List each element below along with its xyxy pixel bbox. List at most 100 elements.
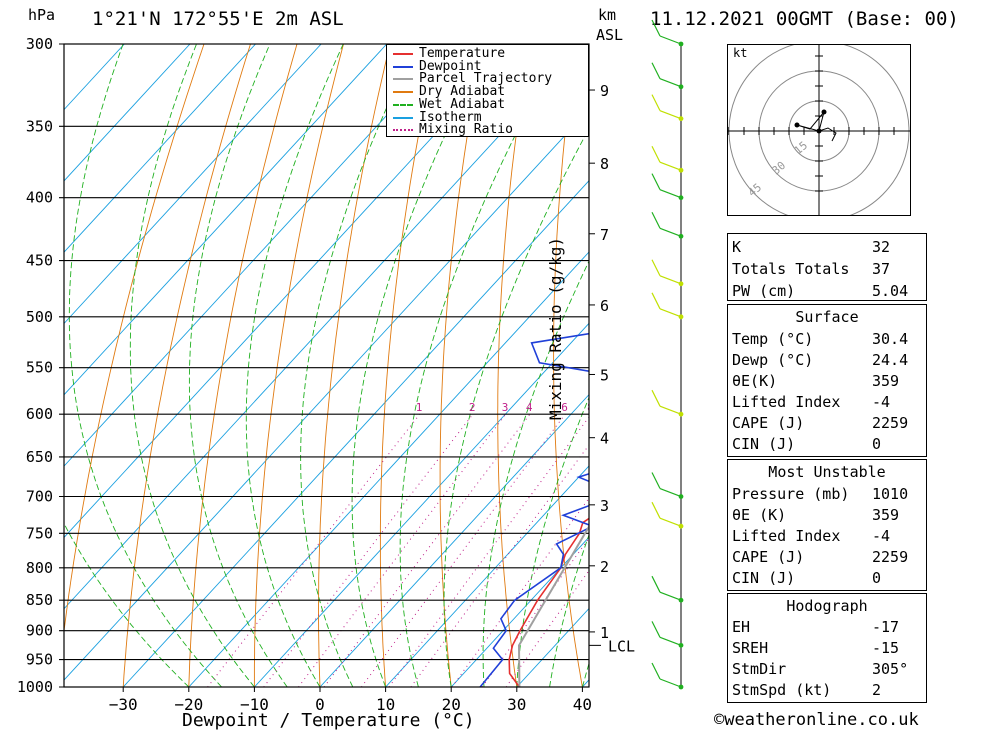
legend-swatch (393, 129, 413, 132)
wind-barb-flag (651, 621, 661, 638)
wind-barb (659, 678, 682, 688)
pressure-tick-label: 750 (26, 524, 53, 542)
dry-adiabat-line (188, 44, 298, 687)
x-tick-label: 10 (376, 695, 395, 714)
dry-adiabat-line (318, 44, 391, 687)
isotherm-line (64, 44, 453, 467)
wind-barb-dot (678, 411, 684, 417)
km-tick-label: 6 (600, 297, 609, 315)
wind-barb-dot (678, 195, 684, 201)
wind-barb-flag (651, 62, 661, 80)
km-tick-label: 1 (600, 624, 609, 642)
surface-row-temp: Temp (°C) 30.4 (732, 330, 909, 348)
mixing-ratio-line (388, 416, 589, 687)
hodo-ring-label-30: 30 (770, 159, 789, 177)
wind-barb-flag (651, 575, 661, 593)
wind-barb-dot (678, 684, 684, 690)
legend-swatch (393, 53, 413, 55)
index-row-k: K 32 (732, 238, 891, 256)
wind-barb (659, 405, 682, 415)
pressure-tick-label: 350 (26, 117, 53, 135)
dry-adiabat-line (948, 44, 1000, 687)
surface-row-cin: CIN (J) 0 (732, 435, 882, 453)
wind-barb-dot (678, 494, 684, 499)
wind-barb (659, 35, 682, 45)
copyright-link[interactable]: ©weatheronline.co.uk (714, 710, 919, 730)
isotherm-line (319, 393, 589, 687)
wind-barb (659, 78, 682, 88)
dry-adiabat-line (995, 44, 1000, 687)
x-tick-label: 30 (507, 695, 526, 714)
pressure-tick-label: 300 (26, 35, 53, 53)
unstable-row-cape: CAPE (J) 2259 (732, 548, 909, 566)
pressure-tick-label: 500 (26, 308, 53, 326)
legend-label: Mixing Ratio (419, 122, 513, 138)
wind-barb-flag (651, 259, 661, 277)
lcl-label: LCL (608, 637, 635, 655)
legend-label: Wet Adiabat (419, 96, 506, 112)
dewpoint-line (479, 332, 589, 687)
wind-barb (659, 161, 682, 171)
km-unit-label: km (598, 6, 617, 24)
mixing-ratio-label: 2 (469, 401, 476, 414)
wind-barb-flag (651, 173, 661, 190)
dry-adiabat-line (439, 44, 484, 687)
hodo-row-stmdir: StmDir 305° (732, 660, 909, 678)
pressure-tick-label: 450 (26, 252, 53, 270)
wet-adiabat-line (129, 44, 255, 687)
km-tick-label: 4 (600, 430, 609, 448)
mixing-ratio-line (323, 413, 531, 687)
x-tick-label: −10 (240, 695, 269, 714)
mixing-ratio-label: 4 (526, 401, 533, 414)
mixing-ratio-line (451, 497, 589, 687)
wind-barb (659, 275, 682, 285)
isotherm-line (64, 108, 589, 681)
pressure-tick-label: 550 (26, 359, 53, 377)
pressure-tick-label: 650 (26, 448, 53, 466)
x-tick-label: 40 (573, 695, 592, 714)
legend-label: Temperature (419, 46, 506, 61)
surface-row-li: Lifted Index -4 (732, 393, 891, 411)
pressure-tick-label: 850 (26, 591, 53, 609)
legend-label: Dry Adiabat (419, 84, 506, 100)
legend: Temperature Dewpoint Parcel Trajectory Dry … (386, 44, 589, 137)
km-tick-label: 9 (600, 82, 609, 100)
index-row-pw: PW (cm) 5.04 (732, 282, 909, 300)
unstable-title: Most Unstable (768, 463, 886, 481)
mixing-ratio-line (410, 444, 589, 687)
wind-barb-flag (651, 501, 661, 519)
isotherm-line (254, 322, 589, 687)
wind-barb-dot (678, 281, 684, 287)
hodo-ring-label-45: 45 (746, 181, 765, 199)
wind-barb (659, 487, 682, 498)
mixing-ratio-line (481, 537, 589, 687)
x-tick-label: −20 (174, 695, 203, 714)
legend-item: Mixing Ratio (391, 123, 587, 136)
mixing-ratio-label: 3 (502, 401, 509, 414)
wet-adiabat-line (68, 44, 222, 687)
wind-barb (659, 110, 682, 120)
legend-item: Temperature (391, 47, 587, 60)
wet-adiabat-line (300, 44, 418, 687)
wind-barb-dot (678, 84, 684, 90)
wet-adiabat-line (399, 44, 564, 687)
surface-title: Surface (795, 308, 859, 326)
wind-barb-dot (678, 41, 684, 47)
index-row-tt: Totals Totals 37 (732, 260, 891, 278)
hodo-row-eh: EH -17 (732, 618, 900, 636)
legend-label: Isotherm (419, 109, 482, 125)
hodograph: kt 15 30 45 (727, 44, 911, 216)
pressure-tick-label: 400 (26, 189, 53, 207)
surface-row-dewp: Dewp (°C) 24.4 (732, 351, 909, 369)
wind-barb (659, 591, 682, 601)
km-tick-label: 7 (600, 226, 609, 244)
km-tick-label: 8 (600, 155, 609, 173)
hodograph-unit: kt (733, 46, 748, 60)
wind-barb-flag (651, 19, 661, 37)
legend-item: Wet Adiabat (391, 98, 587, 111)
asl-unit-label: ASL (596, 26, 624, 44)
wind-barb (659, 308, 682, 318)
hodograph-table: Hodograph EH -17 SREH -15 StmDir 305° StmSp… (727, 593, 927, 703)
wet-adiabat-line (482, 260, 589, 687)
